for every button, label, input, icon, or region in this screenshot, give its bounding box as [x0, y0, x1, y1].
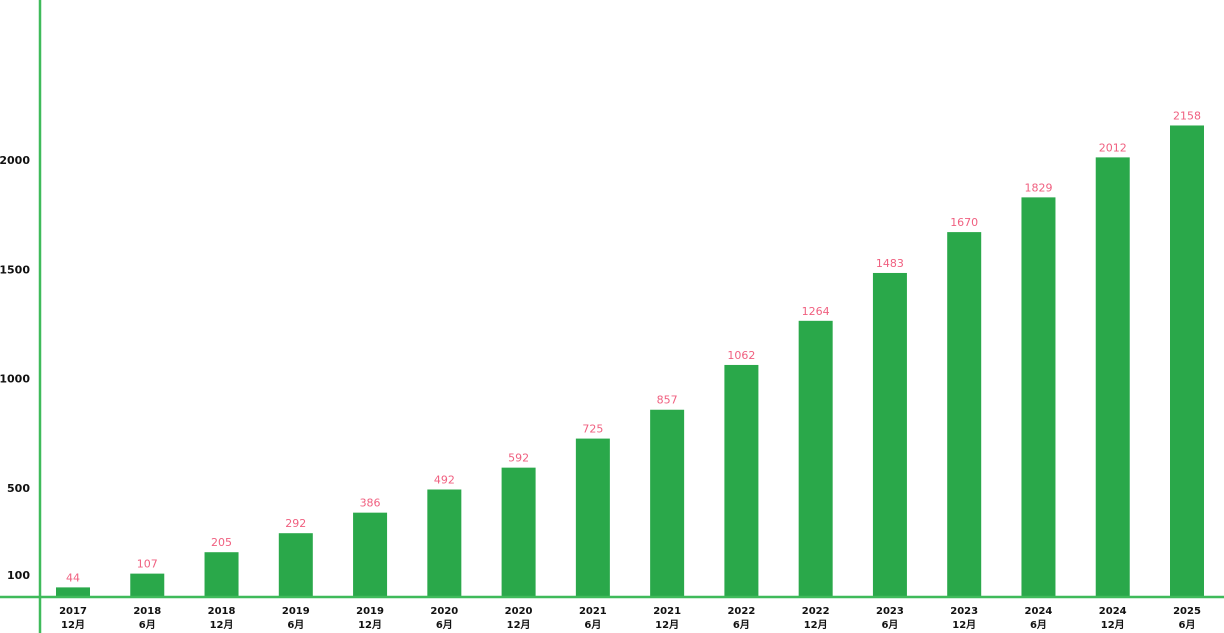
bar — [130, 573, 165, 597]
x-tick-label-year: 2018 — [208, 606, 236, 617]
x-tick-label-month: 12月 — [1101, 619, 1125, 631]
y-tick-label: 2000 — [0, 154, 30, 167]
data-label: 592 — [508, 452, 529, 465]
x-tick-label-month: 6月 — [1030, 619, 1047, 631]
data-label: 386 — [360, 497, 381, 510]
x-tick-label-year: 2020 — [505, 606, 533, 617]
x-tick-label-year: 2024 — [1025, 606, 1053, 617]
y-tick-label: 1500 — [0, 263, 30, 276]
data-label: 1264 — [802, 305, 830, 318]
x-tick-label-month: 6月 — [881, 619, 898, 631]
bar — [278, 533, 313, 597]
x-tick-label-year: 2024 — [1099, 606, 1127, 617]
data-label: 1670 — [950, 216, 978, 229]
data-label: 1829 — [1024, 181, 1052, 194]
y-tick-label: 100 — [7, 569, 30, 582]
data-label: 44 — [66, 571, 80, 584]
x-tick-label-year: 2025 — [1173, 606, 1201, 617]
bar — [1095, 157, 1130, 598]
x-tick-label-year: 2023 — [876, 606, 904, 617]
data-label: 205 — [211, 536, 232, 549]
bar — [650, 409, 685, 597]
bar — [353, 512, 388, 597]
x-tick-label-month: 12月 — [655, 619, 679, 631]
x-tick-label-month: 12月 — [804, 619, 828, 631]
bar — [56, 587, 90, 597]
data-label: 107 — [137, 558, 158, 571]
x-tick-label-month: 6月 — [733, 619, 750, 631]
x-tick-label-year: 2019 — [282, 606, 310, 617]
x-tick-label-year: 2023 — [950, 606, 978, 617]
x-tick-label-year: 2019 — [356, 606, 384, 617]
x-tick-label-year: 2022 — [802, 606, 830, 617]
x-tick-label-month: 6月 — [584, 619, 601, 631]
bar — [575, 438, 610, 597]
bar — [1170, 125, 1204, 598]
data-label: 2012 — [1099, 141, 1127, 154]
x-tick-label-year: 2020 — [430, 606, 458, 617]
x-tick-label-year: 2021 — [579, 606, 607, 617]
bar — [1021, 197, 1056, 597]
x-tick-label-month: 6月 — [139, 619, 156, 631]
bar — [947, 232, 982, 598]
x-tick-label-month: 12月 — [507, 619, 531, 631]
x-tick-label-month: 12月 — [61, 619, 85, 631]
x-tick-label-month: 12月 — [952, 619, 976, 631]
y-tick-label: 1000 — [0, 373, 30, 386]
x-tick-label-month: 6月 — [287, 619, 304, 631]
bar — [872, 272, 907, 597]
y-tick-label: 500 — [7, 482, 30, 495]
x-tick-label-month: 6月 — [436, 619, 453, 631]
data-label: 2158 — [1173, 109, 1201, 122]
x-tick-label-year: 2021 — [653, 606, 681, 617]
x-tick-label-year: 2022 — [727, 606, 755, 617]
data-label: 292 — [285, 517, 306, 530]
x-tick-label-month: 12月 — [210, 619, 234, 631]
x-tick-label-year: 2018 — [133, 606, 161, 617]
x-tick-label-year: 2017 — [59, 606, 87, 617]
data-label: 492 — [434, 473, 455, 486]
bar — [427, 489, 462, 597]
bar — [204, 552, 239, 597]
x-tick-label-month: 12月 — [358, 619, 382, 631]
data-label: 1062 — [727, 349, 755, 362]
data-label: 857 — [657, 394, 678, 407]
data-label: 1483 — [876, 257, 904, 270]
bar — [724, 364, 759, 597]
bar — [501, 467, 536, 597]
x-tick-label-month: 6月 — [1179, 619, 1196, 631]
data-label: 725 — [582, 423, 603, 436]
bar — [798, 320, 833, 597]
